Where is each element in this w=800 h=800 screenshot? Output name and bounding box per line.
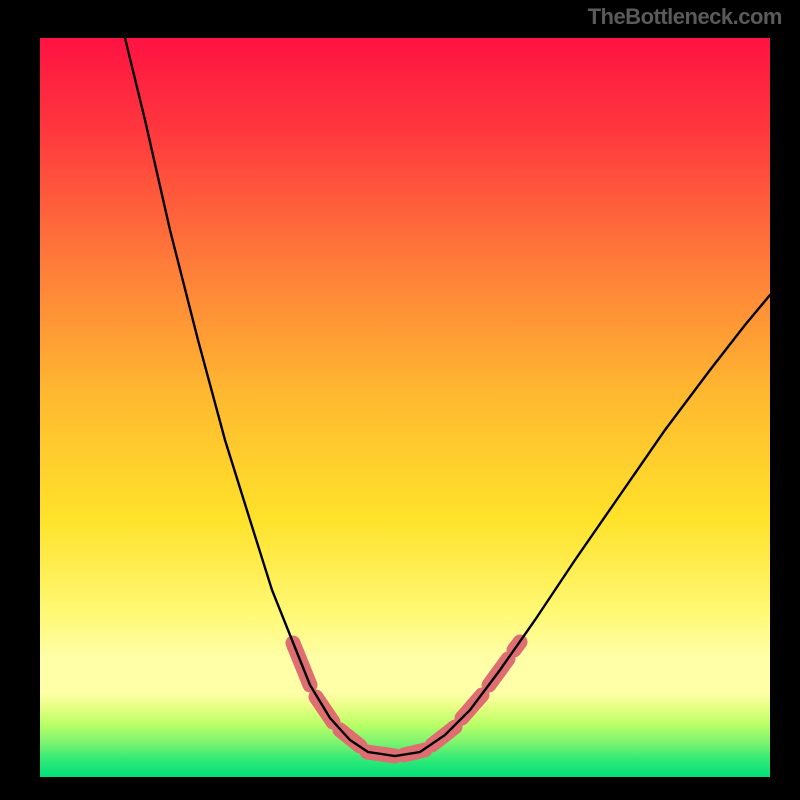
plot-area	[40, 38, 770, 777]
bottleneck-chart	[0, 0, 800, 800]
attribution-watermark: TheBottleneck.com	[588, 4, 782, 30]
